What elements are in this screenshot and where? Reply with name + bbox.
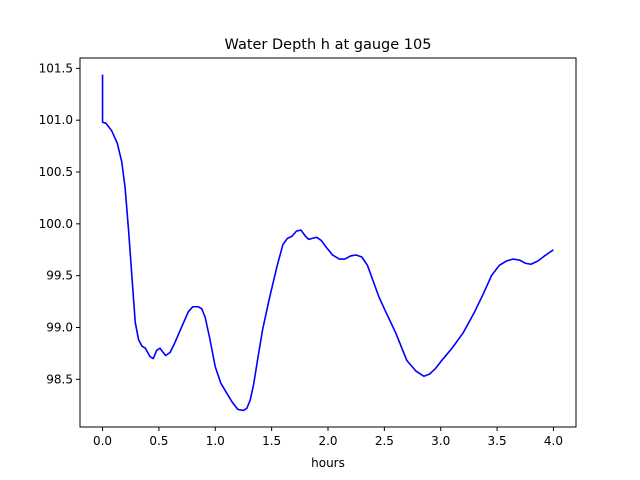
x-tick-label: 3.5 xyxy=(488,434,507,448)
y-axis: 98.5 99.0 99.5 100.0 100.5 101.0 101.5 xyxy=(39,61,80,386)
y-tick-label: 101.0 xyxy=(39,113,73,127)
x-tick-label: 4.0 xyxy=(544,434,563,448)
y-tick-label: 100.0 xyxy=(39,217,73,231)
y-tick-label: 99.5 xyxy=(46,269,73,283)
x-tick-label: 2.5 xyxy=(375,434,394,448)
plot-frame xyxy=(79,57,577,428)
y-tick-label: 100.5 xyxy=(39,165,73,179)
series-line-0 xyxy=(101,74,554,412)
y-tick-label: 101.5 xyxy=(39,61,73,75)
chart-title: Water Depth h at gauge 105 xyxy=(225,37,432,53)
x-tick-label: 2.0 xyxy=(318,434,337,448)
x-tick-label: 0.5 xyxy=(149,434,168,448)
x-tick-label: 1.5 xyxy=(262,434,281,448)
x-tick-label: 1.0 xyxy=(206,434,225,448)
y-tick-label: 98.5 xyxy=(46,372,73,386)
x-tick-label: 3.0 xyxy=(431,434,450,448)
x-axis-label: hours xyxy=(311,456,345,470)
x-axis: 0.0 0.5 1.0 1.5 2.0 2.5 3.0 3.5 4.0 xyxy=(93,427,563,448)
y-tick-label: 99.0 xyxy=(46,320,73,334)
plot-line-layer xyxy=(101,74,554,412)
x-tick-label: 0.0 xyxy=(93,434,112,448)
